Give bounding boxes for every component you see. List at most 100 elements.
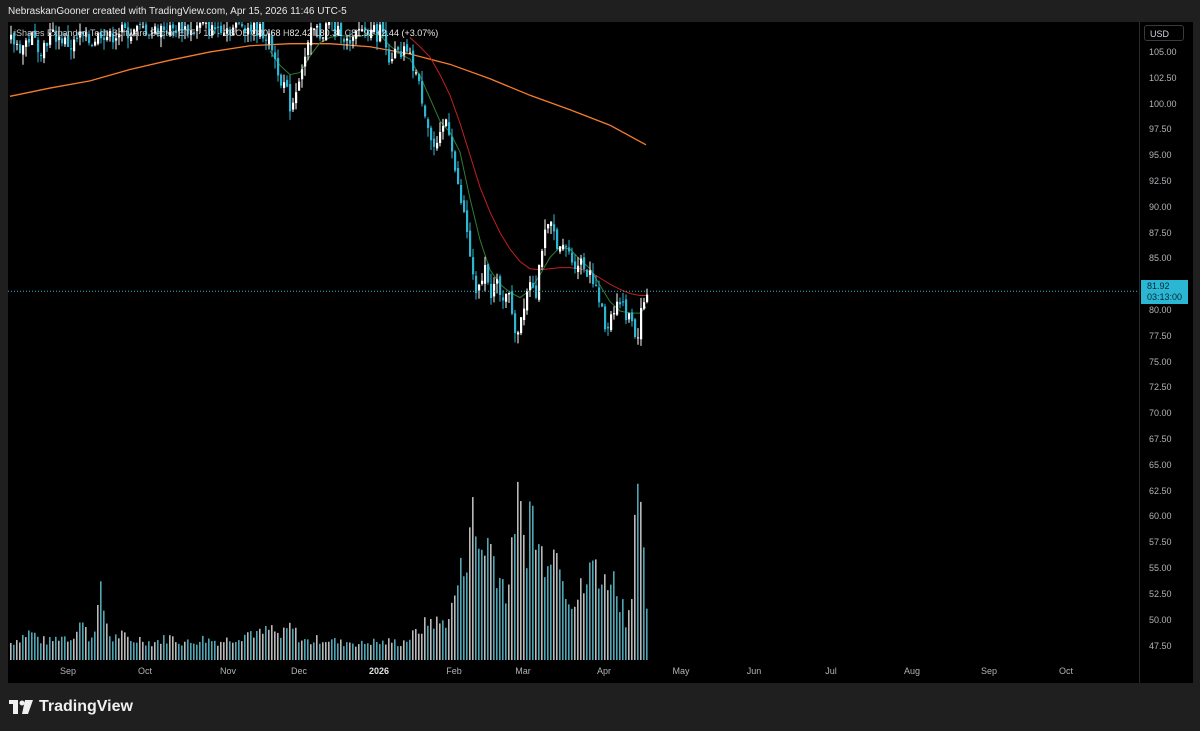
currency-selector[interactable]: USD xyxy=(1144,25,1184,41)
volume-bar xyxy=(247,632,249,660)
price-tick: 67.50 xyxy=(1149,434,1172,445)
candle-body xyxy=(541,250,544,268)
volume-bar xyxy=(646,608,648,660)
volume-bar xyxy=(292,628,294,660)
candle xyxy=(586,269,589,278)
candle xyxy=(244,25,247,43)
candle xyxy=(538,264,541,302)
candle-body xyxy=(40,55,43,57)
volume-bar xyxy=(355,646,357,660)
candle-body xyxy=(346,38,349,41)
volume-bar xyxy=(25,637,27,660)
candle-body xyxy=(454,151,457,171)
candle xyxy=(499,274,502,302)
candle-body xyxy=(256,22,259,36)
volume-bar xyxy=(403,640,405,660)
candle-body xyxy=(316,25,319,28)
candle-body xyxy=(277,58,280,76)
candle xyxy=(376,22,379,51)
price-tick: 85.00 xyxy=(1149,253,1172,264)
time-tick: Sep xyxy=(59,666,77,676)
candle-body xyxy=(295,92,298,104)
candle xyxy=(547,223,550,234)
volume-bar xyxy=(604,574,606,660)
candle xyxy=(274,45,277,69)
time-axis[interactable]: Sep Oct Nov Dec 2026 Feb Mar Apr May Jun Jul Aug Sep… xyxy=(8,662,1139,682)
volume-bar xyxy=(559,569,561,660)
volume-bar xyxy=(613,571,615,660)
candle-body xyxy=(58,36,61,41)
volume-bar xyxy=(184,641,186,660)
candle xyxy=(220,22,223,35)
candle xyxy=(562,238,565,251)
candle xyxy=(346,34,349,50)
candle xyxy=(565,244,568,257)
price-tick: 65.00 xyxy=(1149,459,1172,470)
price-tick: 60.00 xyxy=(1149,511,1172,522)
volume-bar xyxy=(598,588,600,660)
candle-body xyxy=(517,332,520,335)
candle xyxy=(484,256,487,292)
candle xyxy=(115,30,118,50)
candle xyxy=(400,41,403,60)
volume-bar xyxy=(85,627,87,660)
candle-body xyxy=(259,24,262,37)
time-tick: Nov xyxy=(219,666,237,676)
candle-body xyxy=(109,31,112,37)
candle xyxy=(316,23,319,38)
volume-bar xyxy=(271,625,273,660)
candle-body xyxy=(49,32,52,45)
chart-area[interactable]: iShares Expanded Tech-Software Sector ET… xyxy=(8,22,1139,683)
volume-bar xyxy=(91,637,93,660)
candle xyxy=(523,298,526,326)
candle xyxy=(367,28,370,42)
candle-body xyxy=(460,185,463,203)
candle-body xyxy=(52,29,55,32)
candle xyxy=(262,22,265,43)
volume-bar xyxy=(610,584,612,660)
volume-bar xyxy=(400,646,402,660)
candle xyxy=(103,28,106,50)
candle xyxy=(568,239,571,255)
volume-bar xyxy=(16,640,18,660)
candle-body xyxy=(19,44,22,53)
candle-body xyxy=(301,69,304,80)
candle-body xyxy=(556,229,559,249)
candle xyxy=(577,257,580,280)
candle xyxy=(496,273,499,294)
candle xyxy=(205,22,208,29)
candle-body xyxy=(334,22,337,36)
volume-bar xyxy=(319,643,321,660)
volume-bar xyxy=(526,568,528,660)
volume-bar xyxy=(421,633,423,660)
candle-body xyxy=(160,25,163,38)
candle-body xyxy=(553,224,556,232)
candle xyxy=(556,227,559,251)
candle xyxy=(457,161,460,185)
volume-bar xyxy=(619,612,621,660)
volume-bar xyxy=(643,547,645,660)
volume-bar xyxy=(124,632,126,660)
volume-bar xyxy=(22,634,24,660)
volume-bar xyxy=(424,617,426,660)
volume-bar xyxy=(232,642,234,660)
candle xyxy=(130,28,133,44)
candle xyxy=(607,322,610,336)
candle xyxy=(142,22,145,29)
price-scale[interactable]: USD 105.00 102.50 100.00 97.50 95.00 92.50 90.… xyxy=(1139,22,1193,683)
volume-bar xyxy=(544,577,546,660)
candle-body xyxy=(115,38,118,41)
volume-bar xyxy=(265,626,267,660)
time-tick: Oct xyxy=(1058,666,1074,676)
candle xyxy=(448,113,451,137)
candle-body xyxy=(94,41,97,46)
candle-body xyxy=(82,31,85,35)
price-chart[interactable] xyxy=(8,22,1139,662)
volume-bar xyxy=(157,640,159,660)
candle xyxy=(580,254,583,275)
candle xyxy=(97,31,100,46)
candle xyxy=(91,43,94,48)
candle-body xyxy=(595,284,598,287)
candle xyxy=(187,24,190,38)
volume-bar xyxy=(52,641,54,660)
